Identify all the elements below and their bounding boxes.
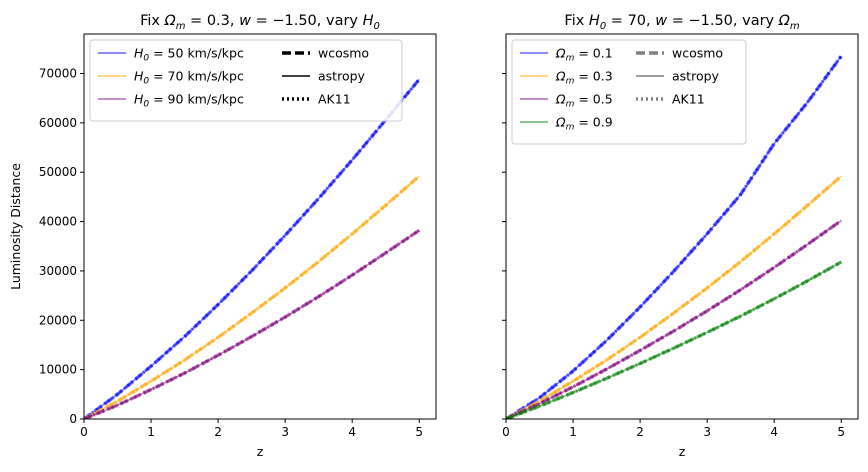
legend-label: Ωm = 0.5	[555, 92, 613, 110]
y-tick-label: 30000	[39, 264, 77, 278]
y-tick-label: 0	[69, 412, 77, 426]
x-tick-label: 1	[147, 425, 155, 439]
legend-style-label: AK11	[318, 92, 351, 107]
y-axis-label: Luminosity Distance	[8, 163, 23, 290]
series-line-ak11-0	[84, 78, 421, 419]
series-line-astropy-0	[84, 78, 420, 419]
y-tick-label: 60000	[39, 116, 77, 130]
legend-label: Ωm = 0.9	[555, 115, 613, 133]
series-line-ak11-3	[506, 260, 843, 419]
x-tick-label: 4	[770, 425, 778, 439]
x-axis-label: z	[679, 444, 686, 459]
y-tick-label: 50000	[39, 165, 77, 179]
x-tick-label: 3	[703, 425, 711, 439]
y-tick-label: 10000	[39, 363, 77, 377]
legend: H0 = 50 km/s/kpc H0 = 70 km/s/kpc H0 = 90 …	[89, 39, 403, 122]
series-line-astropy-1	[506, 175, 842, 419]
series-line-ak11-1	[84, 174, 421, 419]
right-chart-panel: Fix H0 = 70, w = −1.50, vary Ωm 0 1 2 3 4 5 z Ωm…	[502, 13, 859, 459]
y-tick-label: 40000	[39, 215, 77, 229]
x-tick-label: 0	[502, 425, 510, 439]
plot-frame	[83, 33, 437, 420]
series-line-astropy-0	[506, 55, 842, 419]
x-axis-label: z	[257, 444, 264, 459]
x-tick-label: 2	[214, 425, 222, 439]
x-tick-label: 0	[80, 425, 88, 439]
legend-style-label: wcosmo	[672, 46, 723, 61]
series-line-ak11-1	[506, 174, 843, 419]
x-tick-label: 4	[348, 425, 356, 439]
x-tick-label: 5	[837, 425, 845, 439]
left-chart-panel: Fix Ωm = 0.3, w = −1.50, vary H0 0 1 2 3 4 5 z 0…	[8, 13, 437, 459]
series-line-astropy-1	[84, 175, 420, 419]
series-line-ak11-2	[506, 219, 843, 419]
legend-label: H0 = 90 km/s/kpc	[134, 92, 244, 110]
legend-style-label: wcosmo	[318, 46, 369, 61]
legend-label: Ωm = 0.3	[555, 69, 613, 87]
series-line-ak11-2	[84, 228, 421, 419]
legend-box	[511, 39, 747, 145]
legend-style-label: astropy	[318, 69, 366, 84]
legend-style-label: astropy	[672, 69, 720, 84]
x-tick-label: 5	[415, 425, 423, 439]
legend-label: H0 = 70 km/s/kpc	[134, 69, 244, 87]
plot-frame	[505, 33, 859, 420]
series-line-wcosmo-1	[506, 174, 843, 419]
chart-title: Fix Ωm = 0.3, w = −1.50, vary H0	[140, 13, 380, 32]
legend-style-label: AK11	[672, 92, 705, 107]
legend-label: H0 = 50 km/s/kpc	[134, 46, 244, 64]
series-line-wcosmo-1	[84, 174, 421, 419]
series-lines	[506, 55, 843, 419]
y-tick-label: 20000	[39, 313, 77, 327]
legend-label: Ωm = 0.1	[555, 46, 613, 64]
series-lines	[84, 78, 421, 419]
y-tick-label: 70000	[39, 66, 77, 80]
series-line-wcosmo-0	[84, 78, 421, 419]
legend-box	[89, 39, 403, 122]
chart-title: Fix H0 = 70, w = −1.50, vary Ωm	[564, 13, 799, 32]
x-tick-label: 1	[569, 425, 577, 439]
legend: Ωm = 0.1 Ωm = 0.3 Ωm = 0.5 Ωm = 0.9 wcosmo as…	[511, 39, 747, 145]
x-tick-label: 3	[281, 425, 289, 439]
x-tick-label: 2	[636, 425, 644, 439]
